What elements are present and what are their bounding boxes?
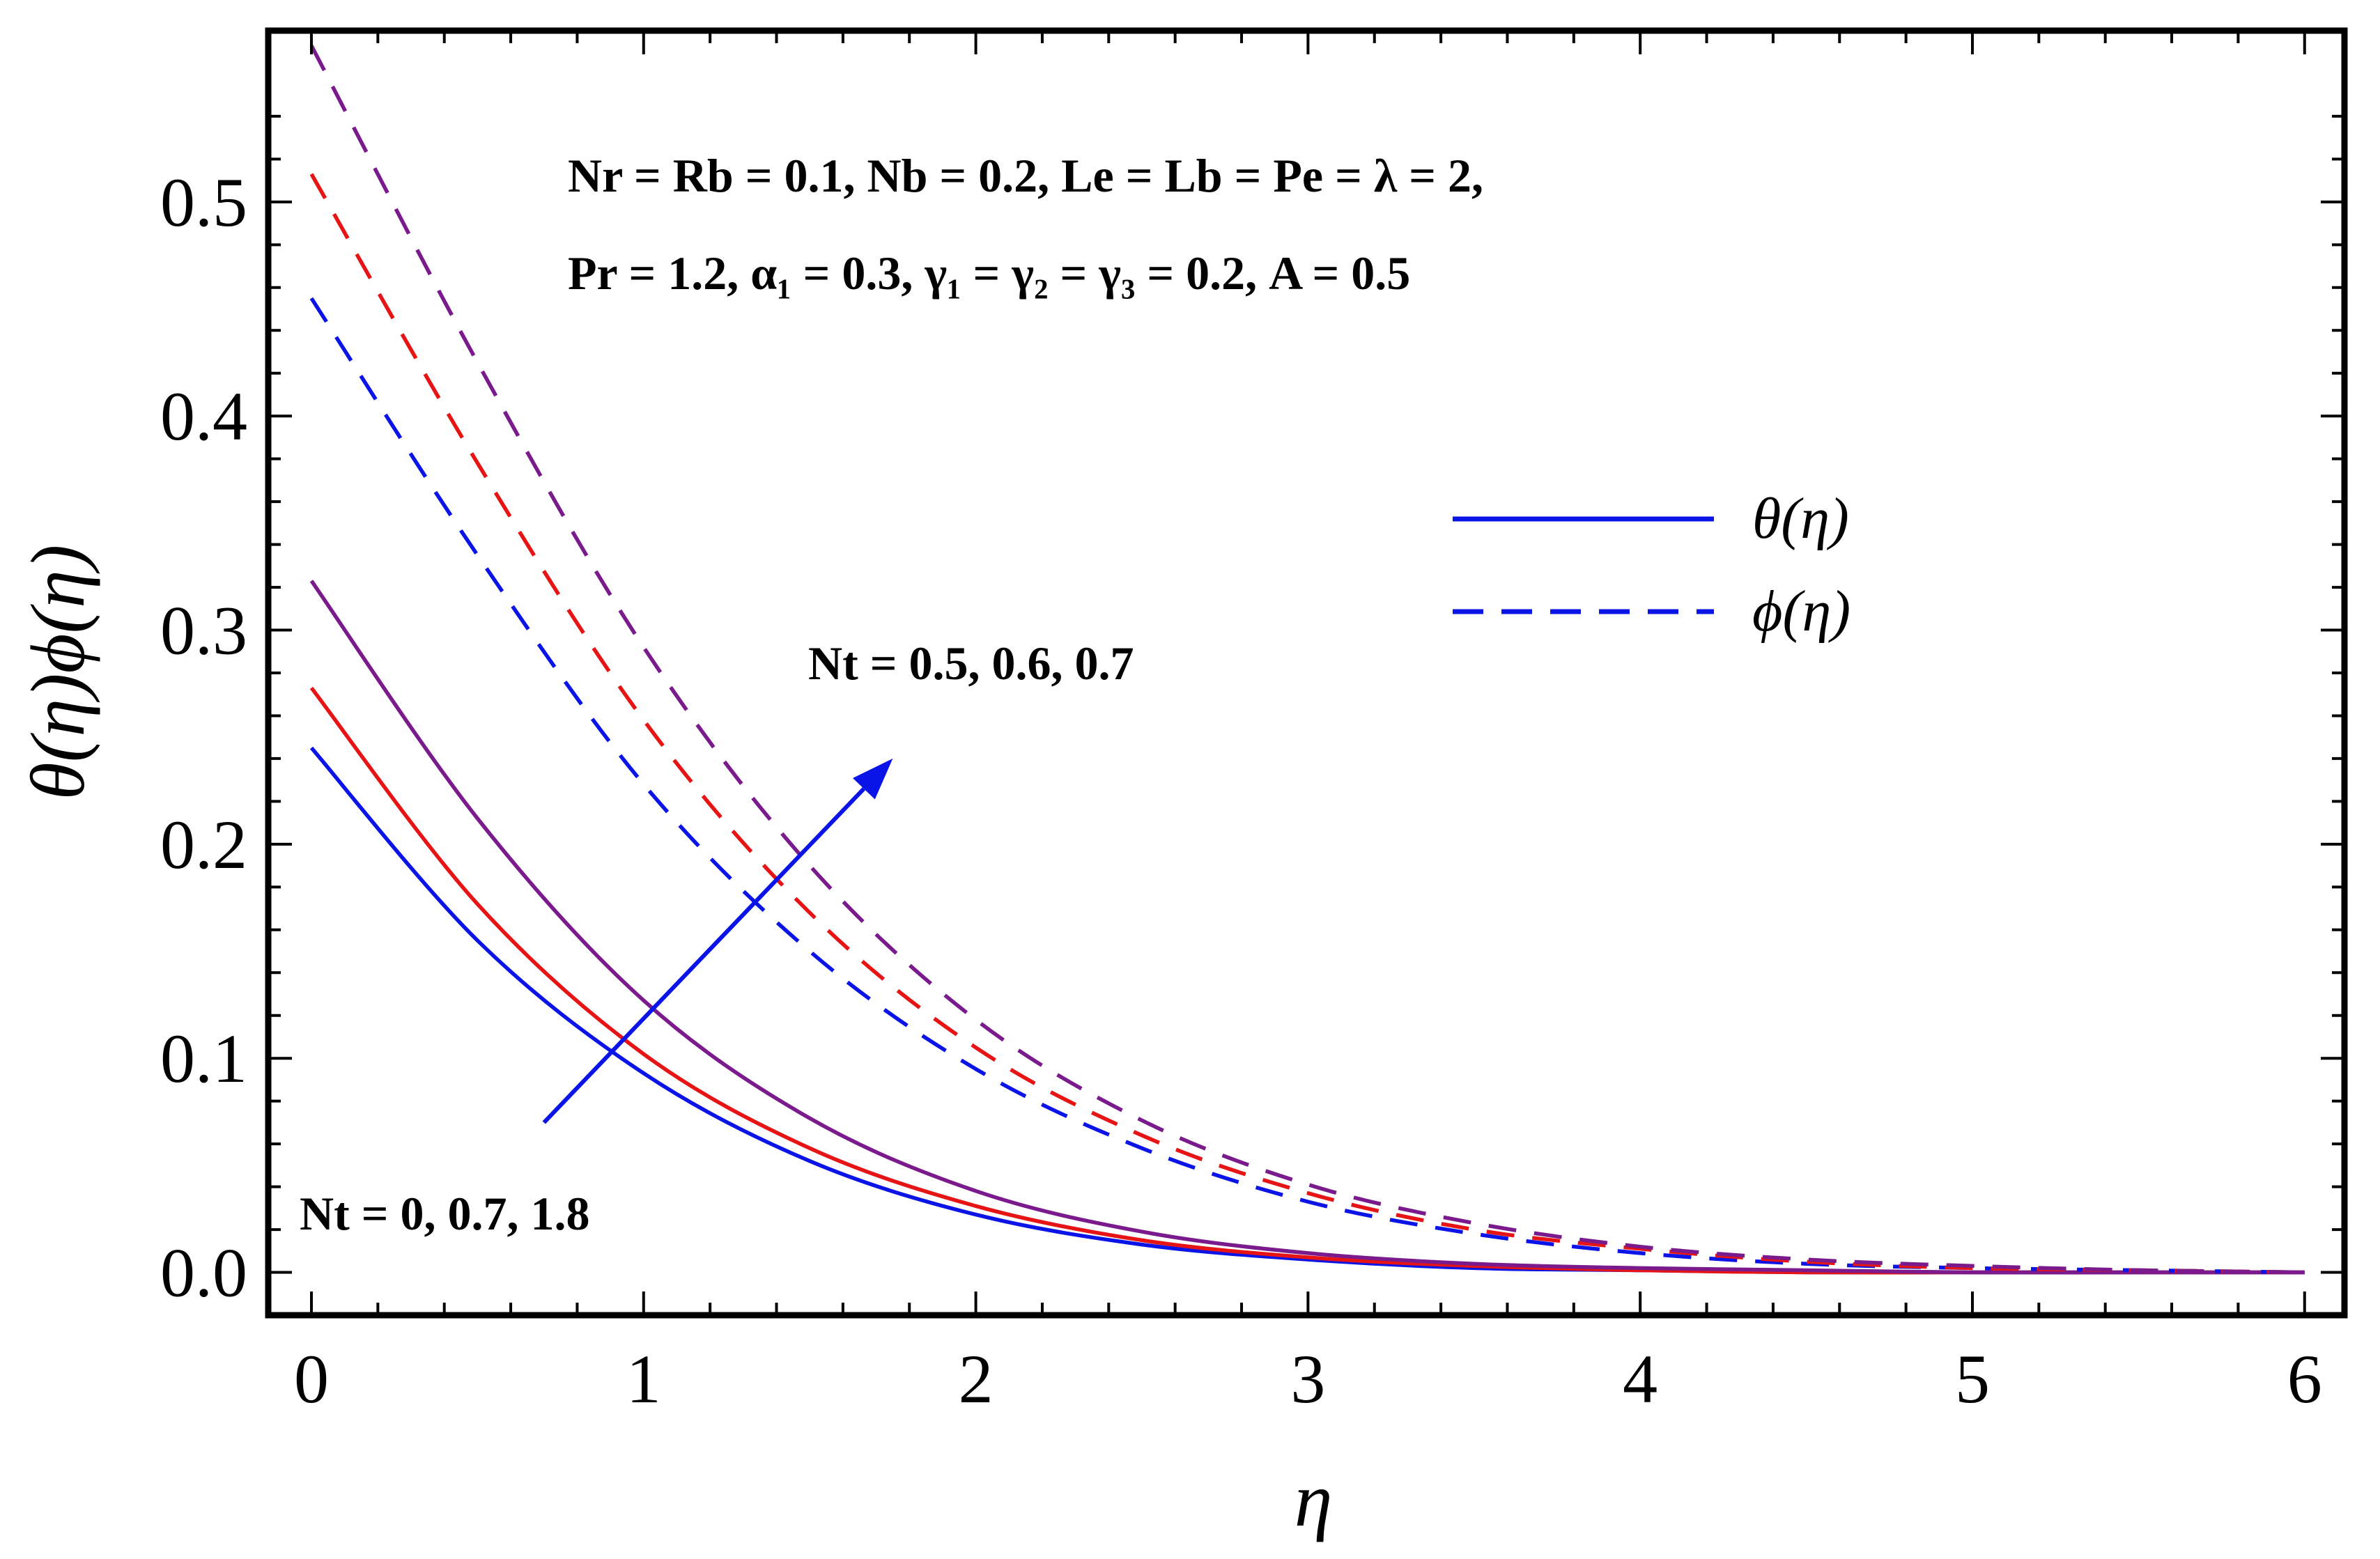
y-tick-label: 0.2 bbox=[160, 806, 247, 883]
x-tick-label: 5 bbox=[1955, 1340, 1990, 1418]
trend-arrow-shaft bbox=[542, 787, 866, 1124]
x-tick-label: 2 bbox=[959, 1340, 994, 1418]
tick-labels-layer: 0 1 2 3 4 5 6 0.0 0.1 0.2 0.3 0.4 0.5 bbox=[160, 164, 2322, 1418]
y-tick-label: 0.4 bbox=[160, 378, 247, 455]
x-tick-label: 1 bbox=[626, 1340, 661, 1418]
series-line-5-dashed bbox=[309, 173, 2305, 1275]
x-axis-label: η bbox=[1295, 1457, 1333, 1542]
trend-arrow-head bbox=[852, 758, 893, 800]
y-tick-label: 0.1 bbox=[160, 1020, 247, 1097]
y-axis-label: θ(η)ϕ(η) bbox=[15, 545, 100, 800]
arrow-label-top: Nt = 0.5, 0.6, 0.7 bbox=[808, 637, 1134, 690]
y-tick-label: 0.3 bbox=[160, 592, 247, 669]
params-line-1: Nr = Rb = 0.1, Nb = 0.2, Le = Lb = Pe = … bbox=[568, 149, 1483, 202]
y-tick-label: 0.0 bbox=[160, 1234, 247, 1312]
ticks-layer bbox=[268, 31, 2344, 1315]
x-tick-label: 6 bbox=[2287, 1340, 2322, 1418]
legend: θ(η) ϕ(η) bbox=[1453, 486, 1850, 644]
y-tick-label: 0.5 bbox=[160, 164, 247, 241]
legend-label-solid: θ(η) bbox=[1752, 486, 1849, 551]
series-line-6-dashed bbox=[309, 45, 2305, 1275]
series-line-3-solid bbox=[309, 580, 2305, 1275]
curves-layer bbox=[309, 45, 2305, 1275]
x-tick-label: 0 bbox=[294, 1340, 329, 1418]
x-tick-label: 3 bbox=[1290, 1340, 1325, 1418]
x-tick-label: 4 bbox=[1623, 1340, 1658, 1418]
legend-label-dashed: ϕ(η) bbox=[1752, 579, 1850, 644]
arrow-label-bottom: Nt = 0, 0.7, 1.8 bbox=[300, 1187, 590, 1240]
params-line-2: Pr = 1.2, α₁ = 0.3, γ₁ = γ₂ = γ₃ = 0.2, … bbox=[568, 247, 1410, 300]
arrow-layer bbox=[542, 758, 893, 1124]
